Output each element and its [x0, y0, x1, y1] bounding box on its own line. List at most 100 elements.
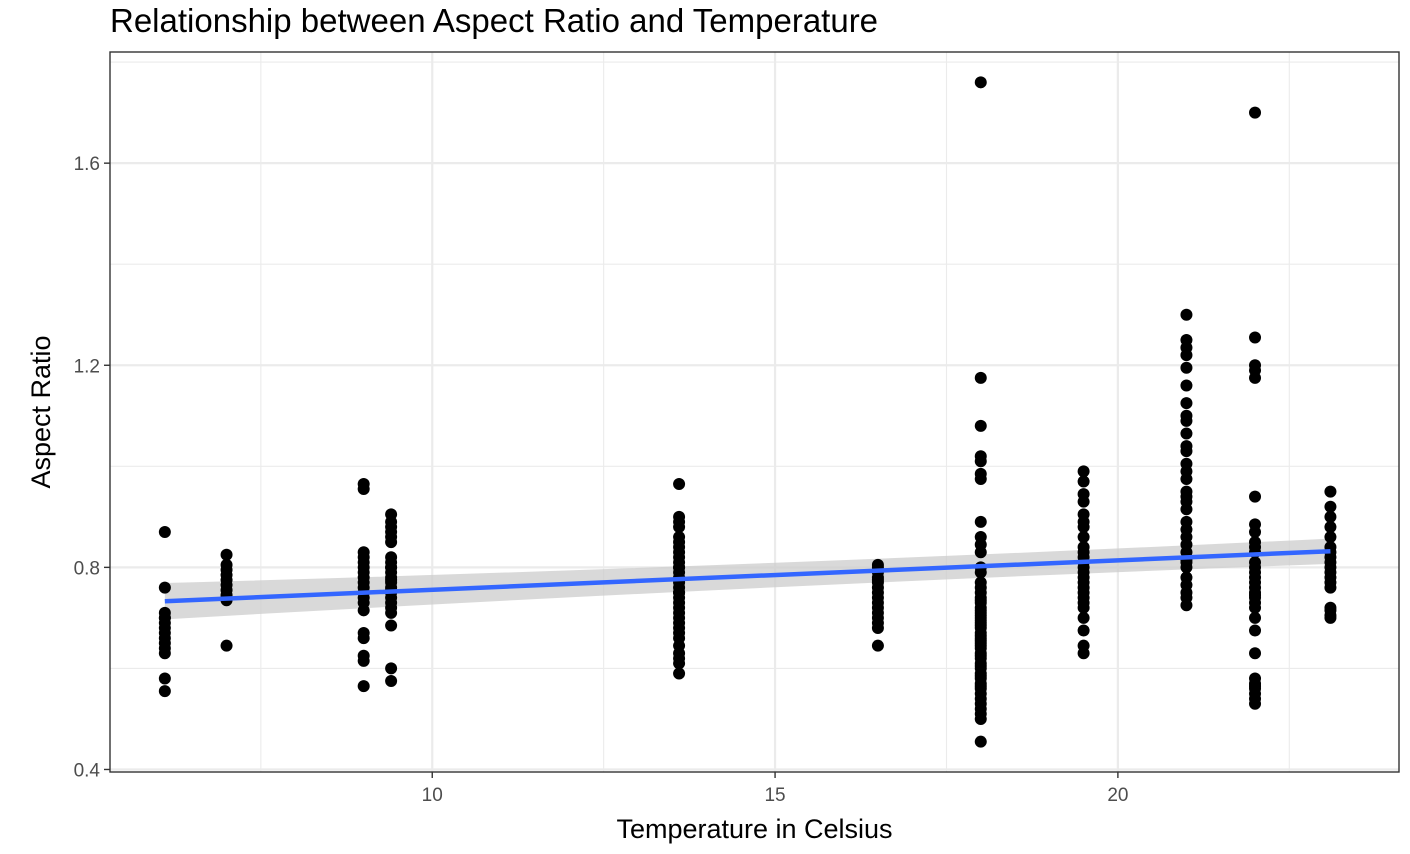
y-tick-label: 1.6 [74, 154, 100, 175]
data-point [1249, 371, 1262, 384]
data-point [974, 649, 987, 662]
data-point [1180, 445, 1193, 458]
data-point [357, 632, 370, 645]
data-point [385, 619, 398, 632]
data-point [1249, 331, 1262, 344]
data-point [357, 604, 370, 617]
data-point [385, 662, 398, 675]
data-point [1180, 472, 1193, 485]
data-point [1249, 647, 1262, 660]
data-point [385, 606, 398, 619]
data-point [1077, 520, 1090, 533]
data-point [158, 581, 171, 594]
data-point [1324, 531, 1337, 544]
confidence-band [164, 538, 1331, 620]
data-point [1180, 397, 1193, 410]
confidence-band-layer [164, 538, 1331, 620]
data-point [1077, 611, 1090, 624]
x-axis-title: Temperature in Celsius [616, 814, 892, 844]
data-point [974, 629, 987, 642]
data-point [974, 371, 987, 384]
data-point [1077, 647, 1090, 660]
data-point [1249, 697, 1262, 710]
data-point [871, 622, 884, 634]
data-point [1180, 599, 1193, 612]
x-tick-label: 10 [422, 785, 443, 806]
fit-line-layer [164, 548, 1331, 604]
y-tick-label: 1.2 [74, 356, 100, 377]
data-point [1249, 526, 1262, 538]
data-point [1249, 611, 1262, 624]
data-point [1077, 465, 1090, 478]
data-point [673, 586, 686, 599]
chart-title: Relationship between Aspect Ratio and Te… [110, 2, 879, 39]
data-point [1324, 510, 1337, 523]
data-point [1324, 500, 1337, 513]
panel-border [109, 51, 1400, 773]
data-point [1249, 490, 1262, 503]
data-point [974, 546, 987, 559]
x-tick-label: 20 [1107, 785, 1128, 806]
x-tick-label: 15 [764, 785, 785, 806]
data-point [1324, 485, 1337, 498]
data-point [158, 647, 171, 660]
data-point [357, 483, 370, 496]
data-point [1249, 624, 1262, 637]
grid-layer [110, 52, 1399, 772]
data-point [673, 478, 686, 490]
data-point [974, 639, 987, 652]
data-point [673, 667, 686, 680]
data-point [1324, 520, 1337, 533]
data-point [1180, 361, 1193, 374]
data-point [1180, 503, 1193, 516]
data-point [1077, 624, 1090, 637]
y-tick-label: 0.8 [74, 558, 100, 579]
data-point [158, 611, 171, 624]
data-point [871, 574, 884, 586]
points-layer [158, 76, 1337, 748]
axis-layer: 10 15 20 0.4 0.8 1.2 1.6 [74, 154, 1129, 806]
data-point [385, 675, 398, 688]
data-point [1077, 495, 1090, 508]
data-point [974, 670, 987, 682]
data-point [1180, 308, 1193, 321]
data-point [1077, 601, 1090, 614]
data-point [1180, 379, 1193, 392]
data-point [158, 672, 171, 685]
data-point [1249, 601, 1262, 614]
data-point [1324, 581, 1337, 594]
data-point [673, 561, 686, 574]
data-point [385, 561, 398, 574]
data-point [974, 712, 987, 725]
data-point [385, 536, 398, 549]
data-point [974, 455, 987, 468]
data-point [974, 659, 987, 672]
fit-line [164, 548, 1331, 604]
data-point [357, 680, 370, 693]
data-point [673, 657, 686, 670]
data-point [1077, 531, 1090, 544]
data-point [158, 526, 171, 538]
data-point [974, 619, 987, 632]
data-point [357, 654, 370, 667]
data-point [1324, 611, 1337, 624]
data-point [673, 520, 686, 533]
data-point [974, 419, 987, 432]
data-point [974, 76, 987, 89]
data-point [974, 472, 987, 485]
data-point [1180, 349, 1193, 362]
data-point [871, 639, 884, 652]
data-point [1180, 427, 1193, 440]
data-point [974, 566, 987, 579]
data-point [1249, 106, 1262, 119]
data-point [158, 685, 171, 698]
data-point [220, 548, 233, 561]
data-point [974, 515, 987, 528]
y-axis-title: Aspect Ratio [26, 335, 56, 488]
data-point [974, 680, 987, 693]
data-point [220, 639, 233, 652]
data-point [974, 735, 987, 748]
data-point [1180, 414, 1193, 427]
data-point [1077, 475, 1090, 488]
